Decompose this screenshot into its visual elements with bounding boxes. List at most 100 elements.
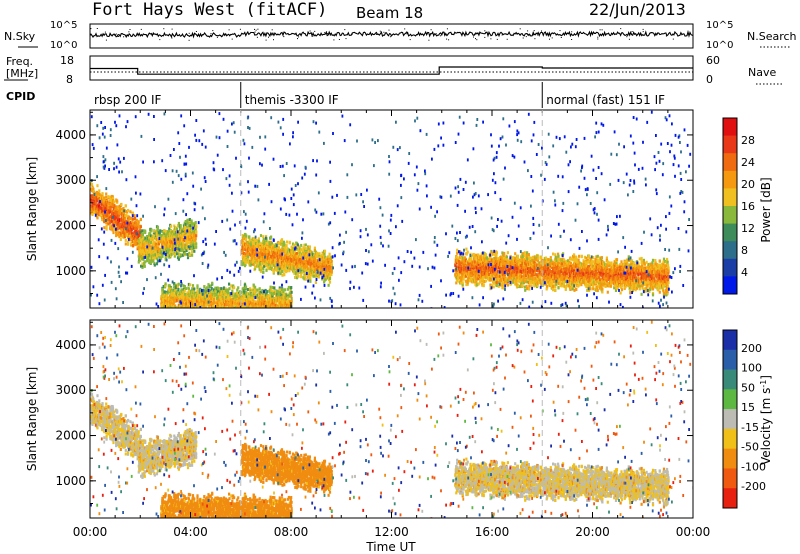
power-cell: [158, 233, 161, 237]
power-cell: [176, 285, 179, 289]
noise-point: [198, 34, 200, 36]
power-cell: [108, 210, 111, 214]
noise-point: [519, 28, 521, 30]
power-cell: [254, 293, 257, 296]
power-cell: [143, 264, 146, 268]
power-cell: [97, 204, 100, 208]
power-cell: [291, 242, 295, 246]
power-cell: [193, 298, 196, 302]
power-cell: [177, 282, 180, 286]
power-cell: [290, 286, 293, 289]
power-cell: [283, 248, 286, 251]
power-cell: [110, 225, 113, 229]
power-cell: [155, 237, 158, 241]
power-cell: [182, 232, 185, 236]
power-cell: [314, 267, 317, 271]
power-cell: [271, 294, 274, 298]
noise-point: [383, 31, 385, 33]
power-cell: [218, 304, 221, 308]
power-cell: [181, 235, 184, 239]
power-cell: [330, 269, 333, 273]
noise-point: [104, 31, 106, 33]
noise-point: [311, 35, 313, 37]
power-cell: [290, 301, 293, 305]
power-cell: [124, 204, 127, 208]
power-cell: [158, 239, 161, 243]
power-cell: [328, 257, 331, 261]
noise-point: [163, 28, 165, 30]
power-cell: [242, 303, 245, 307]
power-cell: [195, 225, 198, 229]
power-cell: [291, 261, 294, 265]
power-cell: [153, 263, 156, 267]
power-cell: [186, 300, 189, 303]
power-cell: [281, 306, 284, 308]
power-cell: [252, 286, 255, 290]
power-cell: [284, 248, 287, 252]
power-cell: [277, 246, 280, 250]
power-cell: [270, 235, 273, 239]
noise-point: [571, 31, 573, 33]
power-cell: [196, 291, 199, 295]
power-cell: [149, 258, 152, 262]
power-cell: [180, 296, 184, 300]
freq-tick-top: 18: [60, 54, 74, 67]
power-cell: [187, 237, 190, 241]
noise-point: [404, 28, 406, 30]
power-cell: [295, 248, 298, 251]
noise-point: [623, 34, 625, 36]
power-cell: [109, 218, 112, 221]
power-cell: [187, 247, 190, 251]
power-cell: [186, 218, 189, 222]
power-cell: [167, 303, 170, 307]
power-cell: [103, 220, 106, 224]
noise-point: [642, 28, 644, 30]
noise-point: [601, 29, 603, 31]
power-cell: [270, 251, 273, 255]
power-cell: [246, 260, 249, 264]
power-cell: [129, 210, 132, 214]
power-cell: [268, 298, 271, 302]
power-cell: [178, 255, 181, 259]
power-cell: [172, 301, 175, 305]
power-cell: [252, 237, 255, 240]
power-cell: [119, 234, 122, 238]
noise-point: [171, 28, 173, 30]
noise-point: [212, 30, 214, 32]
noise-point: [529, 34, 531, 36]
power-cell: [164, 283, 167, 287]
noise-point: [446, 35, 448, 37]
noise-point: [672, 38, 674, 40]
power-cell: [304, 248, 307, 252]
noise-point: [265, 39, 267, 41]
power-cell: [150, 228, 153, 232]
noise-point: [117, 36, 119, 37]
power-cell: [219, 297, 222, 301]
power-cell: [327, 269, 330, 273]
power-cell: [311, 262, 314, 266]
power-cell: [245, 295, 248, 299]
power-cell: [233, 286, 236, 290]
power-cell: [179, 224, 182, 228]
noise-point: [344, 29, 346, 31]
power-cell: [247, 301, 250, 305]
power-cell: [181, 304, 184, 308]
power-cell: [243, 306, 246, 308]
power-cell: [191, 294, 194, 298]
power-cell: [304, 243, 307, 247]
noise-point: [254, 31, 256, 33]
power-cell: [261, 296, 264, 300]
power-cell: [256, 250, 259, 254]
power-cell: [196, 284, 199, 288]
power-cell: [127, 221, 130, 225]
power-cell: [131, 219, 134, 223]
noise-point: [541, 30, 542, 32]
power-cell: [307, 267, 310, 271]
power-cell: [288, 257, 291, 261]
power-cell: [173, 285, 176, 288]
power-cell: [318, 265, 321, 269]
noise-point: [297, 38, 298, 40]
power-cell: [210, 300, 213, 303]
power-cell: [284, 298, 287, 302]
power-cell: [161, 234, 164, 238]
